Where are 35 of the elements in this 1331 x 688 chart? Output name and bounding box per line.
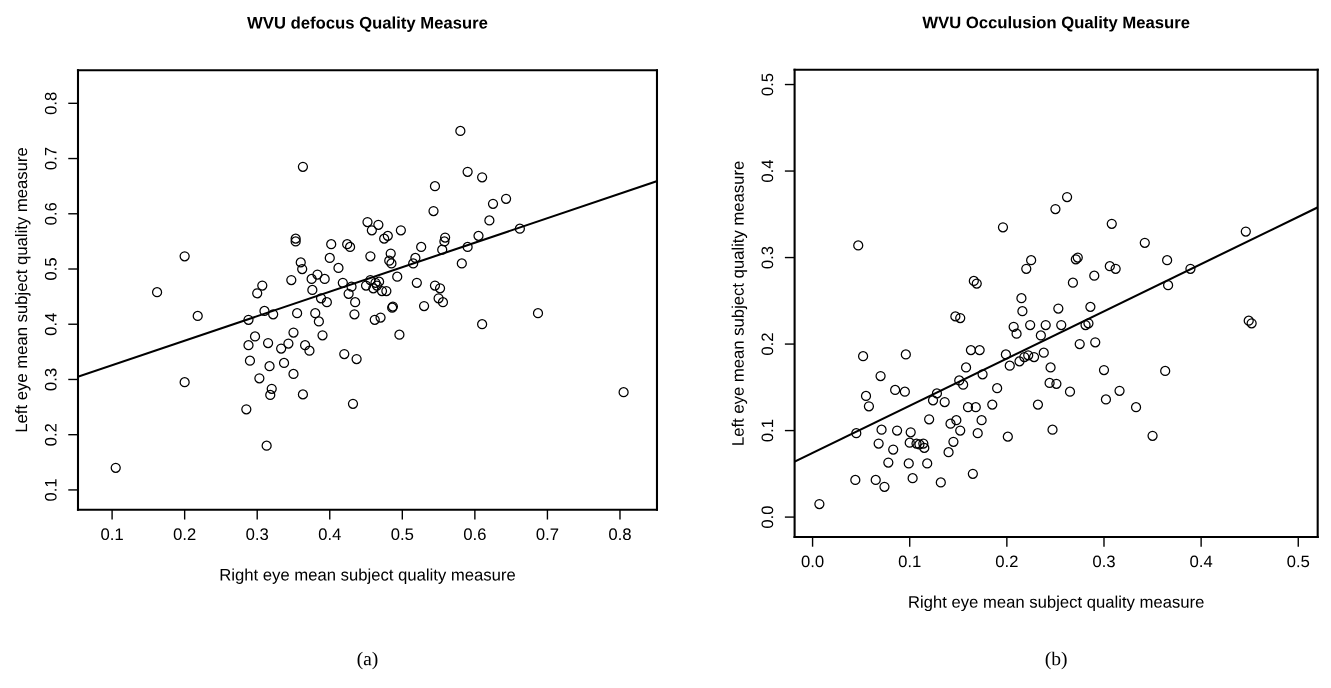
y-axis-title: Left eye mean subject quality measure (14, 148, 31, 432)
x-tick-label: 0.5 (1287, 555, 1310, 568)
y-tick-label: 0.1 (761, 419, 774, 442)
x-tick-label: 0.7 (536, 528, 559, 541)
x-tick-label: 0.8 (609, 528, 631, 541)
y-tick-label: 0.2 (761, 333, 774, 355)
y-tick-label: 0.5 (761, 73, 774, 96)
y-tick-label: 0.8 (44, 92, 57, 115)
x-tick-label: 0.4 (318, 528, 341, 541)
text: (a) (357, 651, 378, 670)
x-tick-label: 0.1 (101, 528, 123, 541)
y-tick-label: 0.4 (44, 313, 57, 336)
y-tick-label: 0.4 (761, 159, 774, 182)
y-tick-label: 0.2 (44, 423, 57, 446)
y-axis-title: Left eye mean subject quality measure (731, 161, 748, 445)
x-tick-label: 0.3 (246, 528, 269, 541)
chart-title: WVU Occulusion Quality Measure (922, 16, 1190, 32)
text: (b) (1045, 651, 1067, 670)
x-axis-title: Right eye mean subject quality measure (220, 568, 515, 584)
x-tick-label: 0.2 (995, 555, 1018, 568)
y-tick-label: 0.3 (44, 368, 57, 391)
x-tick-label: 0.4 (1190, 555, 1213, 568)
y-tick-label: 0.5 (44, 258, 57, 280)
x-tick-label: 0.3 (1093, 555, 1115, 568)
x-tick-label: 0.2 (173, 528, 196, 541)
x-tick-label: 0.5 (391, 528, 414, 541)
chart-title: WVU defocus Quality Measure (247, 16, 488, 32)
y-tick-label: 0.7 (44, 147, 57, 170)
y-tick-label: 0.6 (44, 202, 57, 225)
y-tick-label: 0.1 (44, 479, 57, 501)
x-tick-label: 0.1 (898, 555, 921, 568)
y-tick-label: 0.3 (761, 246, 774, 269)
x-axis-title: Right eye mean subject quality measure (909, 595, 1204, 612)
x-tick-label: 0.0 (801, 555, 824, 568)
x-tick-label: 0.6 (463, 528, 486, 541)
